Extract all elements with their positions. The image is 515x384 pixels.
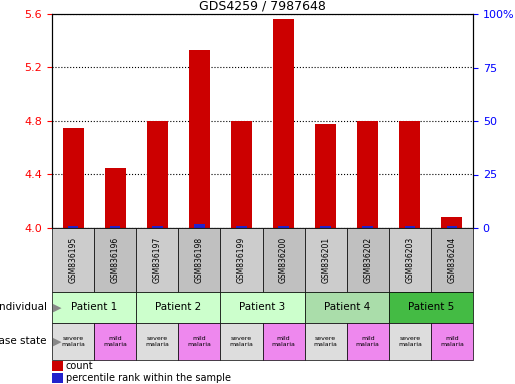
Bar (405, 226, 415, 228)
Bar (52, 228, 94, 292)
Bar (94, 323, 136, 360)
Bar (68, 226, 78, 228)
Text: ▶: ▶ (53, 303, 61, 313)
Bar (236, 226, 247, 228)
Bar (52, 292, 136, 323)
Bar (136, 228, 178, 292)
Bar (441, 217, 462, 228)
Text: GSM836198: GSM836198 (195, 237, 204, 283)
Bar (220, 292, 304, 323)
Bar (220, 228, 263, 292)
Text: mild
malaria: mild malaria (356, 336, 380, 347)
Bar (431, 228, 473, 292)
Text: mild
malaria: mild malaria (187, 336, 211, 347)
Bar (189, 50, 210, 228)
Title: GDS4259 / 7987648: GDS4259 / 7987648 (199, 0, 326, 13)
Bar (431, 323, 473, 360)
Bar (389, 323, 431, 360)
Text: GSM836195: GSM836195 (68, 237, 78, 283)
Text: GSM836203: GSM836203 (405, 237, 415, 283)
Bar (363, 226, 373, 228)
Bar (304, 228, 347, 292)
Text: mild
malaria: mild malaria (271, 336, 296, 347)
Text: Patient 3: Patient 3 (239, 303, 286, 313)
Bar (278, 226, 289, 228)
Bar (62, 128, 83, 228)
Text: severe
malaria: severe malaria (61, 336, 85, 347)
Bar (263, 323, 304, 360)
Bar (263, 228, 304, 292)
Bar (152, 226, 163, 228)
Text: Patient 1: Patient 1 (71, 303, 117, 313)
Bar (399, 121, 420, 228)
Text: severe
malaria: severe malaria (230, 336, 253, 347)
Bar (178, 228, 220, 292)
Bar (105, 168, 126, 228)
Bar (273, 19, 294, 228)
Bar (304, 323, 347, 360)
Text: count: count (66, 361, 94, 371)
Bar (231, 121, 252, 228)
Text: individual: individual (0, 303, 47, 313)
Text: severe
malaria: severe malaria (314, 336, 338, 347)
Bar (220, 323, 263, 360)
Text: GSM836197: GSM836197 (153, 237, 162, 283)
Bar (147, 121, 168, 228)
Text: GSM836196: GSM836196 (111, 237, 119, 283)
Bar (94, 228, 136, 292)
Text: severe
malaria: severe malaria (145, 336, 169, 347)
Bar (447, 226, 457, 228)
Text: GSM836202: GSM836202 (363, 237, 372, 283)
Text: GSM836204: GSM836204 (448, 237, 456, 283)
Bar (320, 226, 331, 228)
Bar (315, 124, 336, 228)
Bar (304, 292, 389, 323)
Bar (194, 224, 204, 228)
Bar (136, 323, 178, 360)
Bar (110, 226, 121, 228)
Bar (347, 228, 389, 292)
Bar (347, 323, 389, 360)
Text: ▶: ▶ (53, 336, 61, 346)
Bar (389, 228, 431, 292)
Text: Patient 5: Patient 5 (408, 303, 454, 313)
Bar (52, 373, 62, 383)
Text: GSM836200: GSM836200 (279, 237, 288, 283)
Text: GSM836201: GSM836201 (321, 237, 330, 283)
Bar (357, 121, 379, 228)
Bar (178, 323, 220, 360)
Text: Patient 2: Patient 2 (155, 303, 201, 313)
Bar (52, 323, 94, 360)
Text: severe
malaria: severe malaria (398, 336, 422, 347)
Text: GSM836199: GSM836199 (237, 237, 246, 283)
Text: mild
malaria: mild malaria (440, 336, 464, 347)
Text: disease state: disease state (0, 336, 47, 346)
Bar (389, 292, 473, 323)
Text: percentile rank within the sample: percentile rank within the sample (66, 373, 231, 383)
Bar (136, 292, 220, 323)
Bar (52, 361, 62, 371)
Text: mild
malaria: mild malaria (103, 336, 127, 347)
Text: Patient 4: Patient 4 (323, 303, 370, 313)
